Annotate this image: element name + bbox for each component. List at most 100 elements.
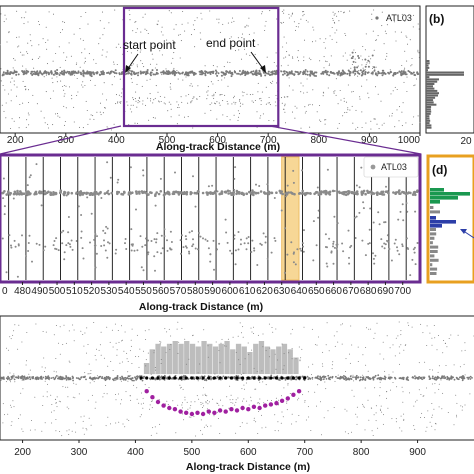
photon-point bbox=[284, 103, 286, 105]
photon-point bbox=[346, 378, 349, 380]
photon-point bbox=[75, 63, 77, 66]
photon-point bbox=[452, 376, 454, 379]
photon-point bbox=[136, 106, 138, 108]
photon-point bbox=[360, 166, 363, 169]
photon-point bbox=[25, 377, 27, 379]
photon-point bbox=[170, 241, 173, 243]
x-tick-label: 620 bbox=[256, 286, 273, 297]
photon-point bbox=[415, 78, 418, 80]
photon-point bbox=[32, 376, 35, 378]
photon-point bbox=[130, 104, 132, 106]
photon-point bbox=[82, 81, 84, 83]
photon-point bbox=[422, 332, 424, 334]
photon-point bbox=[85, 100, 87, 102]
photon-point bbox=[82, 376, 85, 379]
photon-point bbox=[68, 86, 71, 88]
photon-point bbox=[312, 378, 314, 380]
photon-point bbox=[218, 18, 220, 20]
photon-point bbox=[401, 430, 403, 432]
photon-point bbox=[438, 383, 440, 385]
photon-point bbox=[77, 70, 80, 73]
photon-point bbox=[141, 379, 144, 382]
photon-point bbox=[9, 127, 12, 130]
photon-point bbox=[284, 105, 286, 107]
photon-point bbox=[136, 122, 139, 124]
photon-point bbox=[150, 98, 152, 100]
histogram-bar bbox=[270, 349, 276, 375]
photon-point bbox=[121, 377, 123, 380]
photon-point bbox=[229, 37, 231, 40]
photon-point bbox=[9, 336, 11, 338]
photon-point bbox=[267, 70, 270, 73]
photon-point bbox=[199, 95, 201, 98]
photon-point bbox=[334, 13, 336, 15]
photon-point bbox=[115, 72, 118, 75]
photon-point bbox=[177, 104, 180, 106]
photon-point bbox=[131, 377, 133, 380]
photon-point bbox=[230, 36, 232, 38]
photon-point bbox=[82, 127, 84, 129]
photon-point bbox=[399, 427, 401, 429]
photon-point bbox=[147, 97, 149, 99]
photon-point bbox=[191, 230, 193, 233]
photon-point bbox=[463, 378, 465, 380]
photon-point bbox=[352, 60, 355, 63]
photon-point bbox=[164, 96, 166, 98]
photon-point bbox=[308, 416, 310, 418]
photon-point bbox=[357, 361, 359, 362]
photon-point bbox=[173, 52, 175, 54]
photon-point bbox=[390, 389, 391, 391]
photon-point bbox=[44, 380, 46, 382]
photon-point bbox=[103, 357, 105, 359]
top-legend-label: ATL03 bbox=[386, 13, 412, 23]
photon-point bbox=[95, 377, 98, 379]
photon-point bbox=[212, 83, 214, 85]
photon-point bbox=[300, 249, 303, 252]
surface-point bbox=[184, 376, 188, 380]
photon-point bbox=[235, 399, 237, 401]
photon-point bbox=[19, 414, 21, 416]
photon-point bbox=[68, 243, 71, 246]
photon-point bbox=[441, 375, 444, 377]
photon-point bbox=[180, 40, 182, 42]
photon-point bbox=[343, 97, 345, 99]
surface-point bbox=[167, 376, 171, 380]
photon-point bbox=[409, 191, 412, 195]
photon-point bbox=[93, 190, 97, 194]
photon-point bbox=[137, 190, 141, 194]
photon-point bbox=[259, 381, 261, 383]
bottom-point bbox=[296, 389, 302, 394]
photon-point bbox=[459, 366, 461, 368]
photon-point bbox=[256, 62, 258, 64]
photon-point bbox=[264, 25, 266, 27]
photon-point bbox=[6, 378, 9, 381]
photon-point bbox=[93, 238, 96, 241]
photon-point bbox=[144, 73, 147, 76]
x-tick-label: 700 bbox=[394, 286, 411, 297]
photon-point bbox=[17, 73, 20, 76]
photon-point bbox=[170, 116, 172, 118]
photon-point bbox=[130, 78, 132, 80]
photon-point bbox=[3, 21, 5, 23]
photon-point bbox=[160, 234, 163, 237]
surface-point bbox=[235, 376, 239, 380]
photon-point bbox=[250, 192, 254, 196]
photon-point bbox=[353, 49, 355, 51]
photon-point bbox=[156, 251, 159, 254]
photon-point bbox=[136, 28, 138, 30]
photon-point bbox=[83, 345, 85, 347]
middle-legend-label: ATL03 bbox=[381, 162, 407, 172]
photon-point bbox=[275, 72, 278, 75]
photon-point bbox=[406, 76, 408, 78]
photon-point bbox=[105, 378, 108, 380]
photon-point bbox=[208, 42, 210, 44]
x-tick-label: 610 bbox=[239, 286, 256, 297]
photon-point bbox=[401, 386, 403, 388]
photon-point bbox=[242, 336, 244, 338]
photon-point bbox=[121, 340, 123, 342]
photon-point bbox=[224, 218, 227, 221]
photon-point bbox=[416, 71, 419, 74]
photon-point bbox=[115, 103, 117, 105]
photon-point bbox=[372, 252, 374, 255]
photon-point bbox=[65, 376, 68, 379]
